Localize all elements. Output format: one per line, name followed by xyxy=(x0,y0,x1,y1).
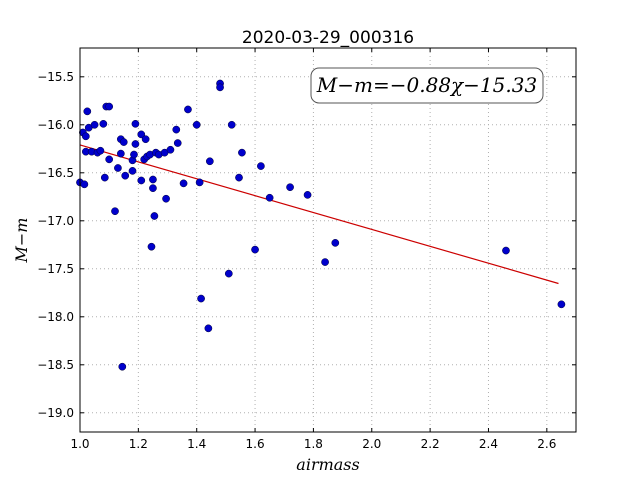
data-point xyxy=(96,146,105,155)
data-point xyxy=(137,130,146,139)
data-point xyxy=(147,242,156,251)
equation-annotation: M−m=−0.88χ−15.33 xyxy=(310,67,544,104)
y-axis-label: M−m xyxy=(12,218,31,264)
data-points xyxy=(76,79,566,371)
fit-line-group xyxy=(79,144,559,285)
data-point xyxy=(99,119,108,128)
data-point xyxy=(81,132,90,141)
data-point xyxy=(179,179,188,188)
data-point xyxy=(238,148,246,157)
data-point xyxy=(114,164,122,172)
y-tick-label: −19.0 xyxy=(37,406,74,420)
data-point xyxy=(162,194,170,203)
data-point xyxy=(172,125,181,134)
data-point xyxy=(265,193,274,202)
y-tick-label: −18.5 xyxy=(37,358,74,372)
y-tick-label: −17.5 xyxy=(37,262,74,276)
data-point xyxy=(557,300,566,309)
equation-box xyxy=(310,67,544,104)
x-tick-labels: 1.0 1.2 1.4 1.6 1.8 2.0 2.2 2.4 2.6 xyxy=(70,437,556,451)
plot-area xyxy=(80,48,576,432)
plot-frame xyxy=(79,47,577,433)
x-tick-label: 2.2 xyxy=(421,437,440,451)
data-point xyxy=(116,149,125,158)
data-point xyxy=(105,102,114,111)
data-point xyxy=(204,324,213,333)
x-tick-label: 1.8 xyxy=(304,437,323,451)
data-point xyxy=(131,140,140,148)
data-point xyxy=(192,120,201,129)
data-point xyxy=(205,157,214,166)
data-point xyxy=(227,120,236,129)
data-point xyxy=(303,191,312,199)
y-tick-labels: −15.5 −16.0 −16.5 −17.0 −17.5 −18.0 −18.5 −19.0 xyxy=(37,70,74,420)
data-point xyxy=(235,173,243,182)
y-tick-label: −16.0 xyxy=(37,118,74,132)
data-point xyxy=(331,239,340,247)
data-point xyxy=(166,145,175,154)
data-point xyxy=(119,138,128,146)
data-point xyxy=(257,162,265,170)
x-tick-label: 1.2 xyxy=(129,437,148,451)
chart-title: 2020-03-29_000316 xyxy=(242,28,414,48)
data-point xyxy=(184,105,192,114)
data-point xyxy=(128,167,137,175)
data-point xyxy=(141,135,150,144)
data-point xyxy=(216,83,224,92)
x-axis-label: airmass xyxy=(296,455,359,474)
x-tick-label: 1.6 xyxy=(246,437,265,451)
data-point xyxy=(90,120,99,129)
data-point xyxy=(118,362,127,371)
data-point xyxy=(137,176,146,185)
data-point xyxy=(173,139,182,147)
data-point xyxy=(149,175,157,184)
y-tick-label: −15.5 xyxy=(37,70,74,84)
y-tick-label: −18.0 xyxy=(37,310,74,324)
x-tick-label: 2.6 xyxy=(537,437,556,451)
data-point xyxy=(150,212,159,220)
grid-lines xyxy=(79,48,576,432)
x-tick-label: 2.0 xyxy=(362,437,381,451)
data-point xyxy=(251,245,259,254)
data-point xyxy=(197,294,205,303)
x-tick-label: 1.4 xyxy=(187,437,206,451)
data-point xyxy=(286,183,294,192)
data-point xyxy=(130,150,138,159)
fit-line xyxy=(79,144,559,285)
data-point xyxy=(105,155,114,164)
equation-text: M−m=−0.88χ−15.33 xyxy=(316,73,537,97)
data-point xyxy=(121,171,130,180)
data-point xyxy=(83,107,92,116)
axis-ticks xyxy=(79,48,576,432)
data-point xyxy=(111,207,119,216)
data-point xyxy=(321,258,329,266)
data-point xyxy=(195,178,204,187)
x-tick-label: 2.4 xyxy=(479,437,498,451)
data-point xyxy=(131,119,140,128)
y-tick-label: −16.5 xyxy=(37,166,74,180)
data-point xyxy=(502,246,510,255)
y-tick-label: −17.0 xyxy=(37,214,74,228)
x-tick-label: 1.0 xyxy=(70,437,89,451)
data-point xyxy=(149,184,157,193)
data-point xyxy=(100,173,109,182)
data-point xyxy=(224,269,233,278)
data-point xyxy=(80,180,89,189)
